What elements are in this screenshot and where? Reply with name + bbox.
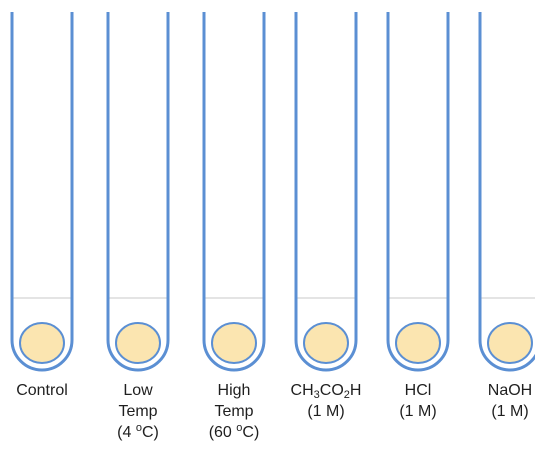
tube-label-line: (4 oC) bbox=[93, 422, 183, 443]
test-tube bbox=[10, 12, 74, 372]
tube-outline bbox=[106, 12, 170, 372]
formula-part: H bbox=[349, 382, 362, 399]
tube-label: Control bbox=[0, 380, 87, 401]
bead bbox=[487, 322, 533, 364]
temp-suffix: C) bbox=[141, 424, 159, 441]
tube-label: CH3CO2H (1 M) bbox=[281, 380, 371, 422]
tube-label: NaOH (1 M) bbox=[465, 380, 535, 422]
tube-label-line: Temp bbox=[118, 403, 158, 420]
temp-prefix: (4 bbox=[117, 424, 136, 441]
tube-label: High Temp (60 oC) bbox=[189, 380, 279, 443]
tube-label-line: Low bbox=[123, 382, 153, 399]
test-tube bbox=[106, 12, 170, 372]
formula-part: CH bbox=[290, 382, 314, 399]
test-tube bbox=[294, 12, 358, 372]
bead bbox=[115, 322, 161, 364]
formula-subscript: 3 bbox=[313, 389, 320, 401]
tube-label-line: (1 M) bbox=[491, 403, 529, 420]
tube-outline bbox=[478, 12, 535, 372]
degree-superscript: o bbox=[236, 422, 243, 434]
tube-label-line: HCl bbox=[404, 382, 432, 399]
tube-outline bbox=[10, 12, 74, 372]
tube-label-line: CH3CO2H bbox=[281, 380, 371, 401]
tube-label: HCl (1 M) bbox=[373, 380, 463, 422]
formula-subscript: 2 bbox=[343, 389, 350, 401]
tube-label-line: (1 M) bbox=[399, 403, 437, 420]
degree-superscript: o bbox=[135, 422, 142, 434]
tube-label-line: Temp bbox=[214, 403, 254, 420]
tube-label-line: NaOH bbox=[487, 382, 533, 399]
bead bbox=[19, 322, 65, 364]
test-tube bbox=[386, 12, 450, 372]
tube-label-line: (1 M) bbox=[307, 403, 345, 420]
temp-suffix: C) bbox=[242, 424, 260, 441]
test-tube bbox=[202, 12, 266, 372]
tube-outline bbox=[202, 12, 266, 372]
bead bbox=[395, 322, 441, 364]
tube-outline bbox=[386, 12, 450, 372]
tube-label-line: Control bbox=[16, 382, 68, 399]
test-tube bbox=[478, 12, 535, 372]
temp-prefix: (60 bbox=[208, 424, 237, 441]
formula-part: CO bbox=[319, 382, 344, 399]
tube-label-line: (60 oC) bbox=[189, 422, 279, 443]
tube-outline bbox=[294, 12, 358, 372]
tube-label-line: High bbox=[217, 382, 251, 399]
bead bbox=[303, 322, 349, 364]
tube-label: Low Temp (4 oC) bbox=[93, 380, 183, 443]
bead bbox=[211, 322, 257, 364]
